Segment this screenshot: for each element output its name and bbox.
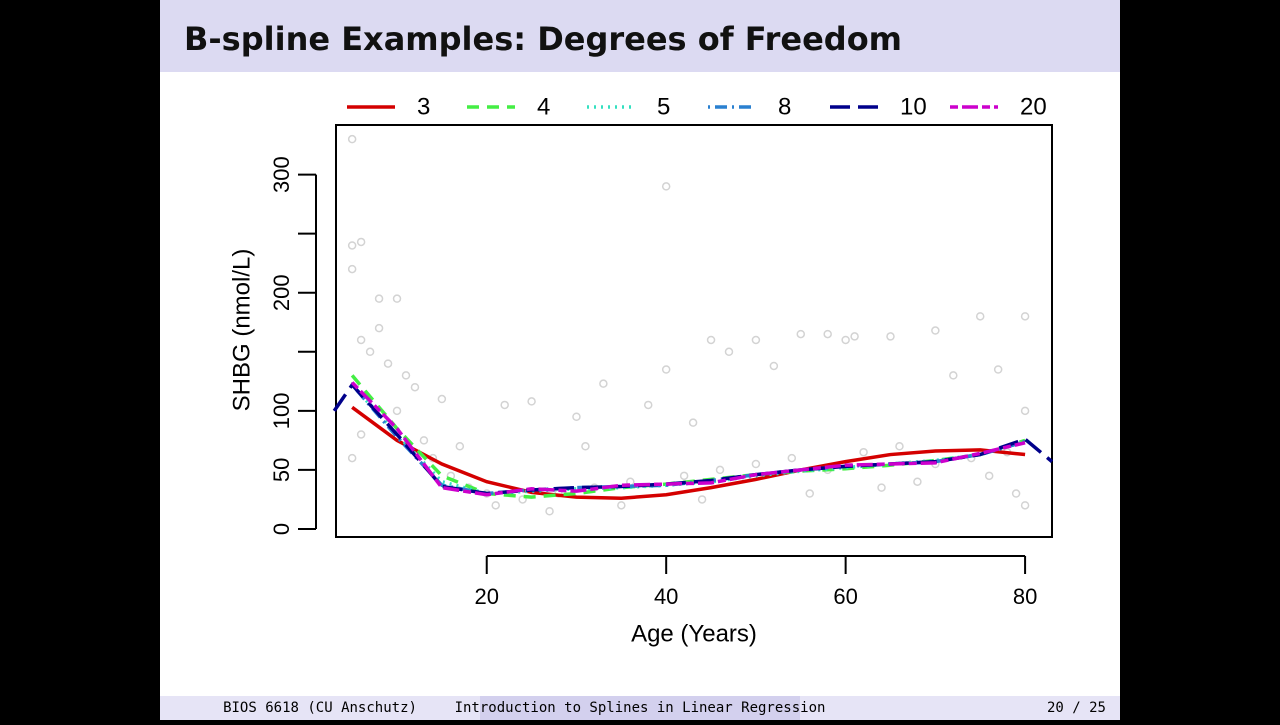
x-tick-label: 80 xyxy=(1013,584,1037,609)
data-point xyxy=(392,406,402,416)
footer-right-bg xyxy=(800,696,1120,720)
data-point xyxy=(437,394,447,404)
y-axis-title: SHBG (nmol/L) xyxy=(228,249,255,412)
data-point xyxy=(913,477,922,486)
y-tick-label: 50 xyxy=(269,458,294,482)
plot-box xyxy=(335,124,1053,538)
y-tick-label: 0 xyxy=(269,523,294,535)
data-point xyxy=(383,359,393,368)
data-point xyxy=(769,361,779,371)
data-point xyxy=(599,379,608,388)
data-point xyxy=(356,335,366,345)
data-point xyxy=(841,335,850,345)
data-point xyxy=(1011,489,1021,498)
data-point xyxy=(661,182,671,191)
data-point xyxy=(419,436,429,445)
data-point xyxy=(751,335,761,345)
data-point xyxy=(724,347,734,357)
data-point xyxy=(706,335,716,345)
data-point xyxy=(805,489,814,498)
data-point xyxy=(796,329,806,339)
data-point xyxy=(365,347,375,357)
legend-label: 10 xyxy=(900,93,927,120)
data-point xyxy=(679,471,689,481)
data-point xyxy=(617,501,626,510)
data-point xyxy=(347,453,357,463)
data-point xyxy=(374,294,384,303)
data-point xyxy=(877,483,886,492)
footer-left-bg xyxy=(160,696,480,720)
data-point xyxy=(886,332,895,341)
data-point xyxy=(392,294,402,303)
data-point xyxy=(1020,406,1030,416)
data-point xyxy=(1020,501,1030,510)
data-point xyxy=(823,329,832,339)
data-point xyxy=(527,397,536,406)
data-point xyxy=(697,495,707,504)
data-point xyxy=(518,495,527,504)
legend-label: 20 xyxy=(1020,93,1047,120)
data-point xyxy=(581,442,590,451)
data-point xyxy=(984,471,994,481)
legend-label: 3 xyxy=(417,93,430,120)
data-point xyxy=(374,323,384,333)
y-tick-label: 100 xyxy=(269,392,294,429)
footer-page: 20 / 25 xyxy=(1047,700,1106,716)
data-point xyxy=(347,264,357,274)
data-point xyxy=(401,371,411,380)
data-point xyxy=(949,371,958,380)
data-point xyxy=(931,326,940,335)
data-point xyxy=(347,134,357,144)
legend-label: 4 xyxy=(537,93,550,120)
data-point xyxy=(715,465,725,475)
spline-line xyxy=(351,405,1026,501)
x-axis-title: Age (Years) xyxy=(631,620,757,647)
y-tick-label: 300 xyxy=(269,156,294,193)
data-point xyxy=(850,332,859,341)
x-tick-label: 60 xyxy=(833,584,857,609)
data-point xyxy=(895,442,904,451)
data-point xyxy=(751,459,761,469)
x-tick-label: 20 xyxy=(474,584,498,609)
data-point xyxy=(643,400,653,410)
data-point xyxy=(491,501,500,510)
data-point xyxy=(787,453,797,463)
data-point xyxy=(859,447,868,457)
data-point xyxy=(356,430,366,439)
slide-title: B-spline Examples: Degrees of Freedom xyxy=(184,20,902,58)
data-point xyxy=(347,241,357,250)
data-point xyxy=(688,418,698,427)
data-point xyxy=(1020,312,1030,321)
y-tick-label: 200 xyxy=(269,274,294,311)
footer-center: Introduction to Splines in Linear Regres… xyxy=(455,700,826,716)
data-point xyxy=(545,507,554,516)
footer-left: BIOS 6618 (CU Anschutz) xyxy=(223,700,417,716)
legend-label: 8 xyxy=(778,93,791,120)
legend-label: 5 xyxy=(657,93,670,120)
data-point xyxy=(410,382,420,392)
x-tick-label: 40 xyxy=(654,584,678,609)
data-point xyxy=(356,237,366,247)
data-point xyxy=(993,365,1003,374)
data-point xyxy=(500,400,509,410)
footer-center-bg xyxy=(480,696,800,720)
data-point xyxy=(572,412,581,422)
data-point xyxy=(975,312,985,321)
slide-bg xyxy=(160,0,1120,720)
data-point xyxy=(455,442,465,451)
data-point xyxy=(661,365,671,374)
spline-line xyxy=(332,382,1054,496)
title-bar xyxy=(160,0,1120,72)
spline-line xyxy=(350,381,1026,497)
